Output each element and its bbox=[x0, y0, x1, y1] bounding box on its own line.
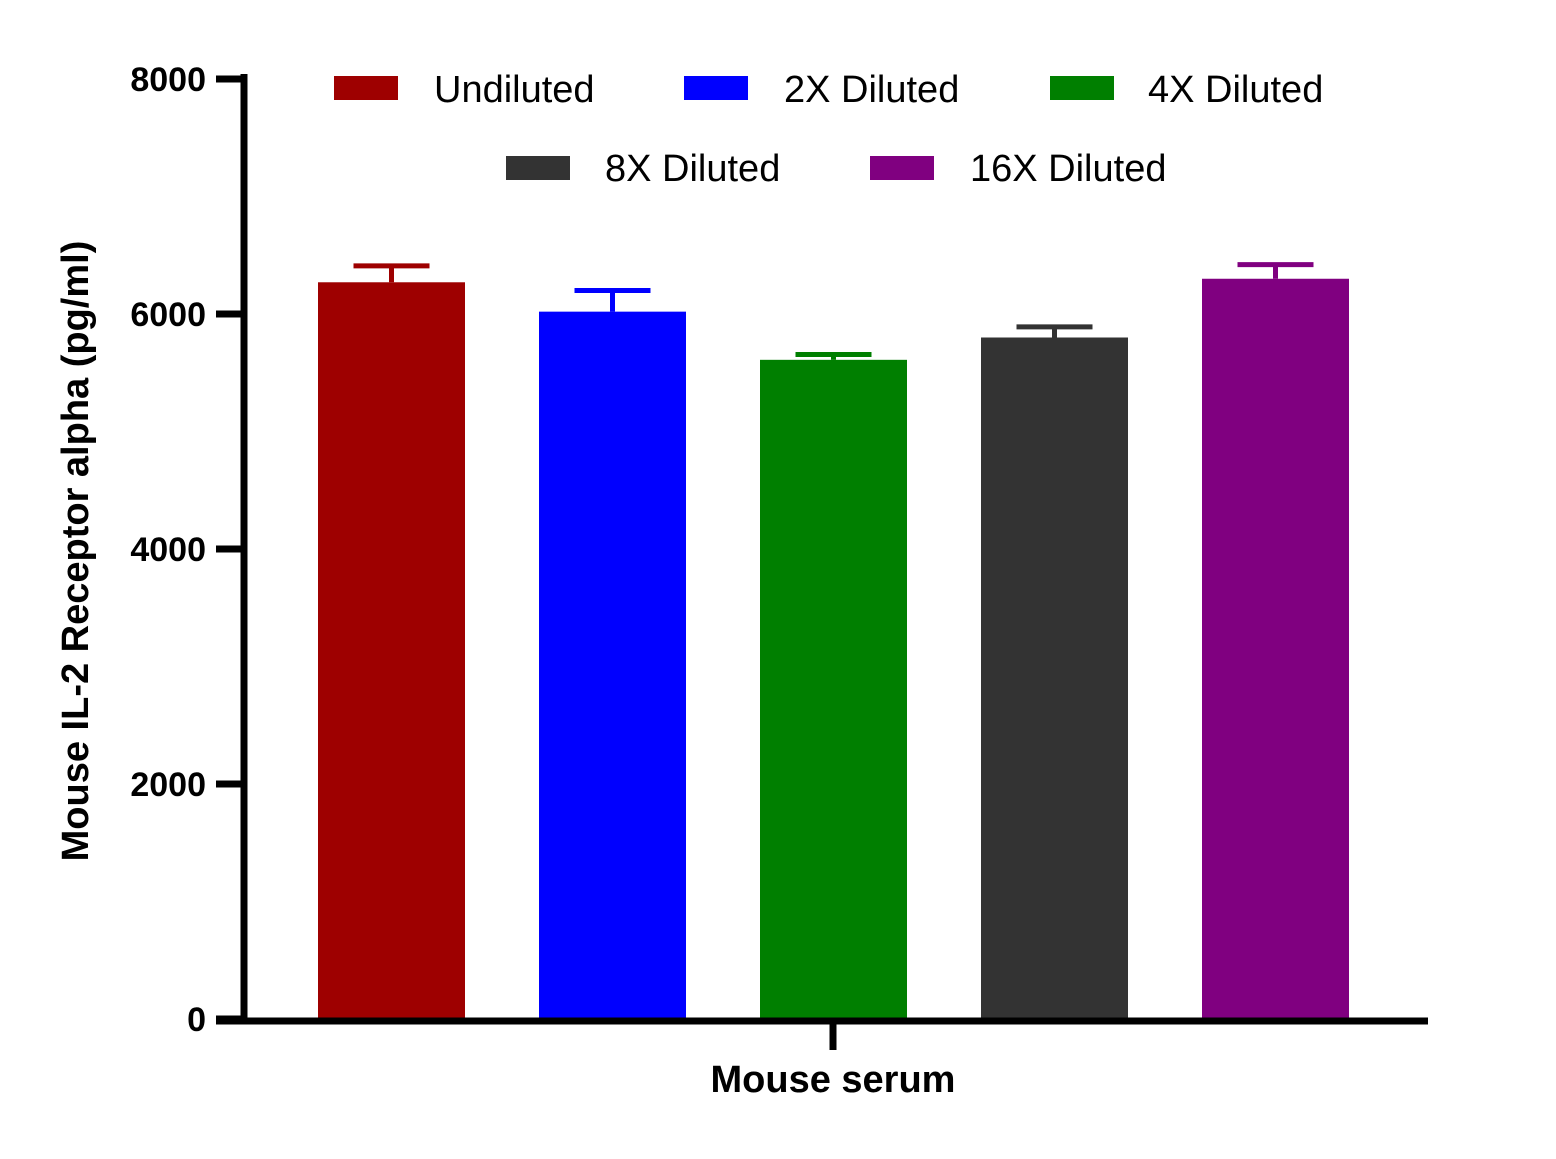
legend: Undiluted 2X Diluted 4X Diluted 8X Diluted 1… bbox=[334, 69, 1323, 190]
legend-swatch-1 bbox=[334, 76, 398, 100]
legend-item-2: 2X Diluted bbox=[684, 69, 959, 111]
error-bars-group bbox=[353, 262, 1314, 360]
bar-5 bbox=[1202, 278, 1349, 1019]
y-tick-label-4: 8000 bbox=[130, 61, 206, 99]
y-tick-label-2: 4000 bbox=[130, 531, 206, 569]
error-bar-2 bbox=[574, 288, 651, 312]
legend-swatch-3 bbox=[1050, 76, 1114, 100]
legend-swatch-4 bbox=[506, 156, 570, 180]
legend-label-1: Undiluted bbox=[434, 69, 595, 111]
bar-1 bbox=[318, 282, 465, 1019]
bar-2 bbox=[539, 311, 686, 1019]
legend-item-1: Undiluted bbox=[334, 69, 595, 111]
error-bar-3 bbox=[795, 352, 872, 360]
bar-3 bbox=[760, 359, 907, 1019]
error-bar-1 bbox=[353, 263, 430, 283]
error-bar-5 bbox=[1237, 262, 1314, 279]
legend-label-4: 8X Diluted bbox=[605, 148, 780, 190]
y-tick-label-1: 2000 bbox=[130, 766, 206, 804]
legend-label-3: 4X Diluted bbox=[1148, 69, 1323, 111]
legend-item-4: 8X Diluted bbox=[506, 148, 780, 190]
legend-swatch-2 bbox=[684, 76, 748, 100]
legend-swatch-5 bbox=[870, 156, 934, 180]
y-tick-label-0: 0 bbox=[187, 1001, 206, 1039]
legend-item-5: 16X Diluted bbox=[870, 148, 1166, 190]
legend-label-5: 16X Diluted bbox=[970, 148, 1166, 190]
legend-label-2: 2X Diluted bbox=[784, 69, 959, 111]
bar-4 bbox=[981, 337, 1128, 1019]
bars-group bbox=[318, 278, 1349, 1019]
error-bar-4 bbox=[1016, 324, 1093, 338]
x-axis-title: Mouse serum bbox=[711, 1059, 956, 1101]
y-tick-label-3: 6000 bbox=[130, 296, 206, 334]
y-axis-title: Mouse IL-2 Receptor alpha (pg/ml) bbox=[55, 241, 97, 862]
y-ticks-group: 0 2000 4000 6000 8000 bbox=[130, 61, 244, 1039]
legend-item-3: 4X Diluted bbox=[1050, 69, 1323, 111]
